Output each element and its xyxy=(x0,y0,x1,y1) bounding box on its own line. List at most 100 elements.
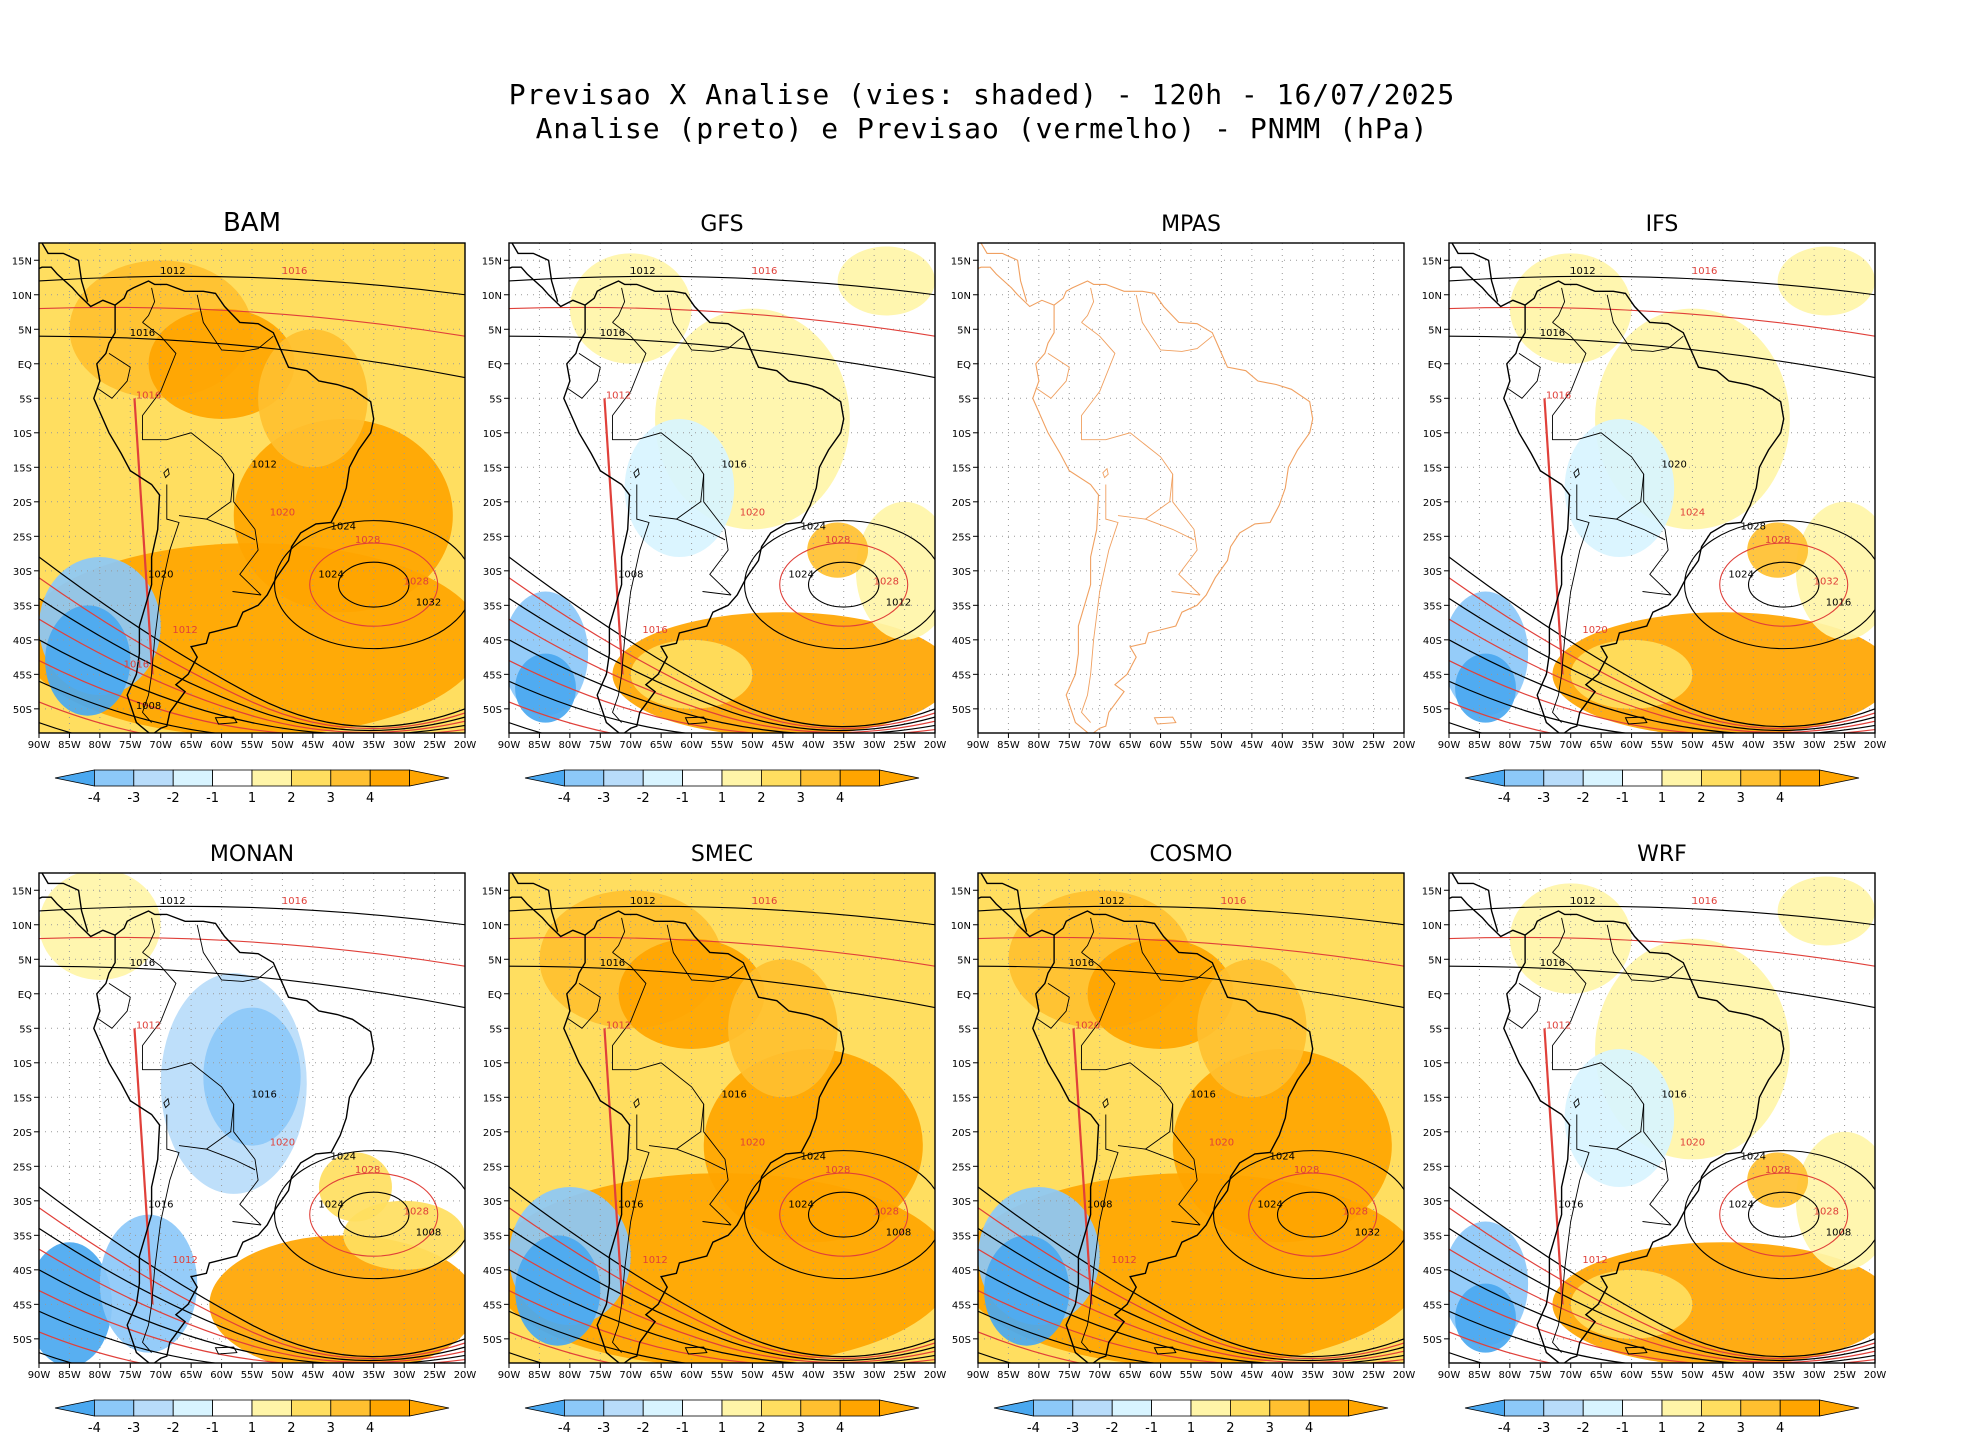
isobar xyxy=(509,1248,935,1363)
contour-label: 1016 xyxy=(136,390,161,401)
colorbar-label: -4 xyxy=(1027,1421,1040,1436)
contour-label: 1020 xyxy=(270,508,295,519)
lat-tick-label: 50S xyxy=(13,1335,32,1346)
lat-tick-label: 5N xyxy=(957,325,971,336)
country-border xyxy=(702,591,732,596)
contour-label: 1028 xyxy=(1294,1165,1319,1176)
colorbar-segment xyxy=(839,1399,881,1417)
panel-title: COSMO xyxy=(1150,842,1233,867)
isobar-high xyxy=(1719,542,1849,627)
isobar xyxy=(39,556,465,728)
lon-tick-label: 60W xyxy=(1149,1370,1172,1381)
contour-label: 1028 xyxy=(404,577,429,588)
contour-label: 1028 xyxy=(1814,1207,1839,1218)
isobar-andes xyxy=(1543,1028,1564,1305)
lon-tick-label: 85W xyxy=(997,740,1020,751)
contour-label: 1016 xyxy=(752,266,777,277)
contour-label: 1028 xyxy=(874,577,899,588)
lat-tick-label: 50S xyxy=(1423,705,1442,716)
country-border xyxy=(1551,484,1590,723)
colorbar-triangle-right xyxy=(409,769,450,787)
contour-label: 1024 xyxy=(1680,508,1705,519)
coastline-falklands xyxy=(214,1346,238,1355)
country-border xyxy=(1171,1221,1201,1226)
lat-tick-label: 45S xyxy=(952,670,971,681)
map-panel-monan: MONAN 1012 1016 1016 1012 1016 1020 1024 1028 102… xyxy=(12,842,477,1436)
lon-tick-label: 60W xyxy=(210,740,233,751)
lat-tick-label: EQ xyxy=(18,990,32,1001)
contour-label: 1024 xyxy=(1270,1151,1295,1162)
contour-label: 1008 xyxy=(1826,1227,1851,1238)
colorbar-segment xyxy=(1582,769,1623,787)
country-border xyxy=(1506,353,1541,399)
lat-tick-label: 20S xyxy=(1423,1128,1442,1139)
colorbar-segment xyxy=(172,1399,213,1417)
panel-body: 1012 1016 1016 1012 1016 1020 1024 1028 1024 1028… xyxy=(39,873,465,1363)
contour-label: 1024 xyxy=(1728,570,1753,581)
contour-label: 1016 xyxy=(1540,958,1565,969)
colorbar-segment xyxy=(290,769,332,787)
lat-tick-label: 15N xyxy=(951,256,971,267)
colorbar-triangle-left xyxy=(993,1399,1034,1417)
colorbar-label: -1 xyxy=(676,1421,689,1436)
coastline-central-america xyxy=(39,266,116,308)
colorbar-segment xyxy=(1779,1399,1820,1417)
contour-label: 1020 xyxy=(270,1138,295,1149)
isobar xyxy=(509,1207,935,1360)
contour-label: 1012 xyxy=(172,625,197,636)
colorbar-label: 3 xyxy=(1266,1421,1274,1436)
lat-tick-label: 40S xyxy=(952,636,971,647)
country-border xyxy=(612,952,732,1226)
coastline-central-america xyxy=(1451,243,1499,302)
figure-title-line2: Analise (preto) e Previsao (vermelho) - … xyxy=(535,112,1429,145)
lon-tick-label: 30W xyxy=(863,1370,886,1381)
country-border xyxy=(1606,294,1684,352)
contour-label: 1020 xyxy=(740,508,765,519)
lat-tick-label: 5S xyxy=(19,1024,32,1035)
contour-label: 1016 xyxy=(251,1089,276,1100)
lat-tick-label: 25S xyxy=(952,532,971,543)
colorbar: -4 -3 -2 -1 1 2 3 4 xyxy=(1464,769,1860,806)
contour-label: 1012 xyxy=(1111,1255,1136,1266)
contour-label: 1016 xyxy=(130,958,155,969)
colorbar: -4 -3 -2 -1 1 2 3 4 xyxy=(54,769,450,806)
bias-shading xyxy=(1509,253,1632,364)
isobar xyxy=(978,905,1404,926)
isobar-andes xyxy=(1072,1028,1093,1305)
lon-tick-label: 40W xyxy=(332,740,355,751)
panel-title: SMEC xyxy=(691,842,753,867)
lon-tick-label: 35W xyxy=(1772,740,1795,751)
lake xyxy=(163,1097,170,1109)
isobar-high xyxy=(1212,1150,1404,1280)
contour-label: 1016 xyxy=(130,328,155,339)
lat-tick-label: 10S xyxy=(1423,1059,1442,1070)
colorbar-segment xyxy=(1543,769,1584,787)
contour-label: 1012 xyxy=(642,1255,667,1266)
isobar xyxy=(978,1207,1404,1360)
contour-label: 1012 xyxy=(606,390,631,401)
colorbar-segment xyxy=(212,769,253,787)
country-border xyxy=(142,952,262,1226)
lat-tick-label: 15S xyxy=(13,1093,32,1104)
colorbar-label: 1 xyxy=(1658,1421,1666,1436)
lon-tick-label: 55W xyxy=(1180,740,1203,751)
lat-tick-label: 35S xyxy=(1423,601,1442,612)
lon-tick-label: 50W xyxy=(1681,740,1704,751)
lat-tick-label: 10S xyxy=(1423,429,1442,440)
isobar xyxy=(1449,597,1875,732)
contour-label: 1016 xyxy=(1661,1089,1686,1100)
isobar xyxy=(1449,936,1875,967)
country-border xyxy=(1616,518,1666,541)
contour-label: 1012 xyxy=(172,1255,197,1266)
contour-label: 1028 xyxy=(355,1165,380,1176)
lon-tick-label: 75W xyxy=(589,1370,612,1381)
colorbar-label: -1 xyxy=(1616,1421,1629,1436)
colorbar-segment xyxy=(800,1399,841,1417)
country-border xyxy=(1642,591,1672,596)
colorbar-segment xyxy=(290,1399,332,1417)
lat-tick-label: 10N xyxy=(1422,921,1442,932)
contour-label: 1016 xyxy=(1190,1089,1215,1100)
isobar-high xyxy=(273,520,465,650)
contour-label: 1016 xyxy=(618,1200,643,1211)
isobar xyxy=(39,659,465,733)
